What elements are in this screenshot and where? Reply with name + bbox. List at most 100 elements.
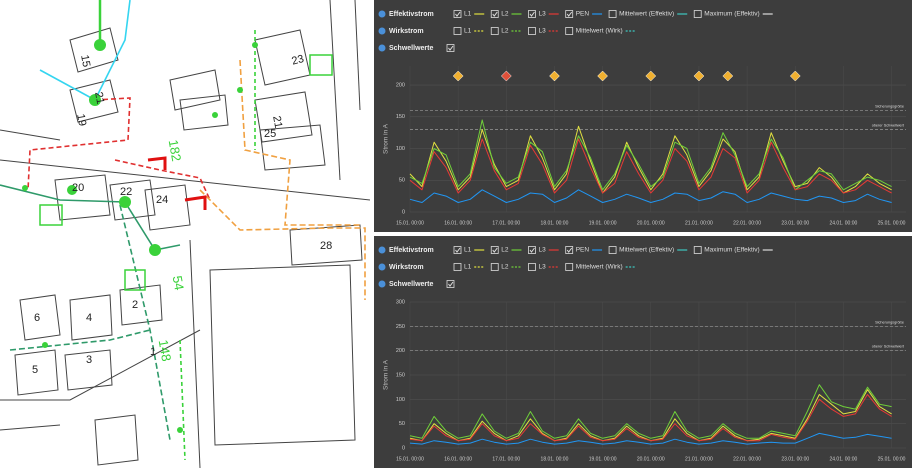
y-tick-label: 250 [396, 324, 405, 330]
legend-label: L3 [538, 264, 546, 271]
checkbox[interactable] [453, 263, 462, 271]
legend-label: L2 [501, 28, 509, 35]
checkbox[interactable] [565, 10, 574, 18]
map-label: 20 [72, 182, 84, 194]
checkbox[interactable] [490, 27, 499, 35]
checkbox[interactable] [490, 246, 499, 254]
legend-label: PEN [576, 11, 590, 18]
alarm-marker [645, 70, 657, 82]
checkbox[interactable] [446, 280, 455, 288]
legend-label: Mittelwert (Wirk) [576, 264, 623, 271]
y-tick-label: 0 [402, 445, 405, 451]
x-tick-label: 21.01. 00:00 [685, 220, 713, 226]
y-axis-title: Strom in A [383, 359, 390, 390]
network-map: 15 21 19 23 21 25 182 20 22 24 28 2 54 6… [0, 0, 371, 468]
x-tick-label: 15.01. 00:00 [396, 220, 424, 226]
legend-label: Maximum (Effektiv) [704, 247, 760, 254]
checkbox[interactable] [453, 10, 462, 18]
threshold-label: oberer Schwellwert [872, 123, 905, 127]
x-tick-label: 24.01. 00:00 [829, 456, 857, 462]
alarm-marker [722, 70, 734, 82]
x-tick-label: 19.01. 00:00 [589, 456, 617, 462]
checkbox-box [528, 10, 536, 18]
x-tick-label: 22.01. 00:00 [733, 220, 761, 226]
x-tick-label: 18.01. 00:00 [541, 456, 569, 462]
x-tick-label: 20.01. 00:00 [637, 220, 665, 226]
checkbox-box [608, 246, 617, 254]
legend-label: L1 [464, 264, 472, 271]
map-label: 23 [290, 53, 305, 68]
map-label: 4 [86, 312, 92, 324]
checkbox[interactable] [565, 27, 574, 35]
legend-group-title: Effektivstrom [389, 11, 434, 18]
map-label: 21 [92, 91, 106, 105]
checkbox[interactable] [528, 246, 536, 254]
checkbox-box [453, 246, 462, 254]
x-tick-label: 24.01. 00:00 [829, 220, 857, 226]
x-tick-label: 19.01. 00:00 [589, 220, 617, 226]
y-tick-label: 200 [396, 348, 405, 354]
checkbox[interactable] [528, 10, 536, 18]
checkbox-check [448, 45, 454, 51]
checkbox[interactable] [446, 44, 455, 52]
y-tick-label: 150 [396, 114, 405, 120]
y-tick-label: 100 [396, 397, 405, 403]
map-symbols [39, 54, 333, 291]
checkbox[interactable] [528, 27, 536, 35]
alarm-marker [549, 70, 560, 82]
checkbox[interactable] [490, 10, 499, 18]
map-label: 25 [264, 128, 276, 140]
info-icon [378, 246, 386, 254]
checkbox-check [566, 11, 573, 17]
x-tick-label: 22.01. 00:00 [733, 456, 761, 462]
checkbox[interactable] [528, 263, 536, 271]
checkbox[interactable] [565, 246, 574, 254]
checkbox-check [492, 247, 498, 253]
checkbox-check [455, 247, 461, 253]
legend-label: L2 [501, 247, 509, 254]
legend-label: PEN [576, 247, 590, 254]
checkbox[interactable] [490, 263, 499, 271]
checkbox[interactable] [693, 10, 702, 18]
map-switches [147, 156, 207, 210]
map-label: 28 [320, 240, 332, 252]
checkbox[interactable] [608, 246, 617, 254]
checkbox[interactable] [453, 246, 462, 254]
legend-group-title: Wirkstrom [389, 264, 424, 271]
x-tick-label: 20.01. 00:00 [637, 456, 665, 462]
chart-panel [374, 0, 912, 232]
legend-label: L1 [464, 247, 472, 254]
y-tick-label: 0 [402, 209, 405, 215]
y-tick-label: 300 [396, 299, 405, 305]
checkbox-box [565, 246, 574, 254]
series-line [409, 384, 892, 439]
checkbox[interactable] [608, 10, 617, 18]
x-tick-label: 25.01. 00:00 [878, 220, 906, 226]
alarm-marker [789, 70, 801, 82]
map-nodes [22, 39, 258, 433]
legend-label: L3 [538, 28, 546, 35]
y-tick-label: 50 [399, 421, 405, 427]
checkbox[interactable] [693, 246, 702, 254]
legend-label: Mittelwert (Effektiv) [619, 247, 674, 254]
alarm-marker [500, 70, 512, 82]
alarm-marker [452, 70, 464, 82]
legend-label: Mittelwert (Wirk) [576, 28, 623, 35]
checkbox-box [528, 246, 536, 254]
x-tick-label: 17.01. 00:00 [492, 456, 520, 462]
map-label: 15 [78, 54, 92, 68]
map-label: 6 [34, 312, 40, 324]
map-label: 19 [74, 113, 88, 127]
chart-panel [374, 236, 912, 468]
alarm-marker [693, 70, 705, 82]
checkbox-check [529, 11, 535, 17]
checkbox[interactable] [453, 27, 462, 35]
y-tick-label: 200 [396, 82, 405, 88]
series-line [409, 189, 892, 203]
x-tick-label: 25.01. 00:00 [878, 456, 906, 462]
series-line [409, 432, 892, 445]
map-label: 24 [156, 194, 168, 206]
map-label: 182 [166, 139, 185, 163]
checkbox[interactable] [565, 263, 574, 271]
checkbox-box [490, 27, 499, 35]
